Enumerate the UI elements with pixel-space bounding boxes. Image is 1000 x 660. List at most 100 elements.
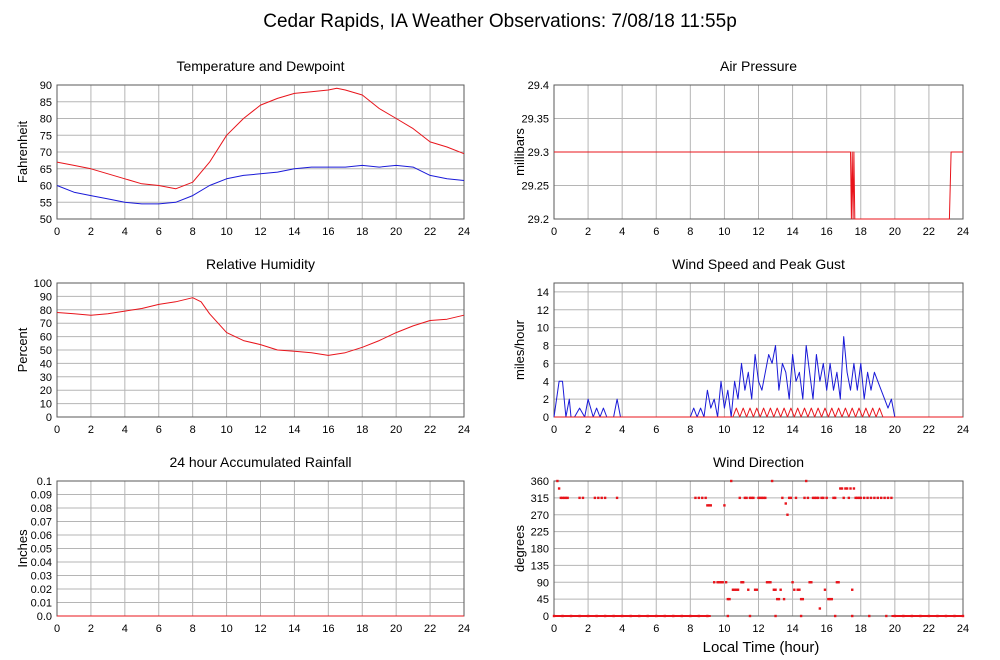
data-point (767, 581, 770, 584)
x-tick-label: 14 (786, 226, 798, 238)
data-point (830, 597, 833, 601)
y-tick-label: 0.05 (31, 544, 52, 556)
x-tick-label: 0 (551, 623, 557, 635)
y-tick-label: 75 (40, 130, 52, 142)
data-point (753, 588, 757, 591)
y-tick-label: 60 (40, 181, 52, 193)
data-point (777, 597, 781, 601)
data-point (823, 588, 827, 591)
data-point (810, 581, 813, 584)
plot-frame (56, 84, 465, 220)
page-title: Cedar Rapids, IA Weather Observations: 7… (263, 11, 737, 32)
plot-frame (553, 480, 964, 617)
data-point (755, 588, 758, 591)
x-tick-label: 0 (54, 623, 60, 635)
y-tick-label: 12 (537, 305, 549, 317)
data-point (615, 496, 619, 500)
data-point (787, 496, 791, 500)
data-point (796, 588, 799, 591)
data-point (869, 496, 873, 500)
data-point (748, 496, 752, 500)
x-tick-label: 18 (855, 623, 867, 635)
y-tick-label: 30 (40, 372, 52, 384)
y-tick-label: 0.02 (31, 584, 52, 596)
data-point (557, 487, 561, 490)
x-tick-label: 22 (424, 424, 436, 436)
y-tick-label: 45 (537, 594, 549, 606)
data-point (799, 614, 803, 618)
y-tick-label: 0.08 (31, 503, 52, 515)
x-tick-label: 16 (322, 623, 334, 635)
y-axis-label: miles/hour (512, 319, 527, 380)
x-tick-label: 2 (88, 623, 94, 635)
data-point (706, 504, 709, 507)
data-point (845, 487, 849, 490)
x-tick-label: 20 (889, 623, 901, 635)
data-point (849, 487, 852, 490)
series-line-blue (56, 164, 465, 205)
x-tick-label: 8 (190, 226, 196, 238)
data-point (842, 496, 845, 500)
x-tick-label: 4 (122, 623, 128, 635)
data-point (745, 496, 748, 500)
y-tick-label: 4 (543, 376, 549, 388)
x-tick-label: 8 (190, 424, 196, 436)
data-point (840, 487, 844, 490)
x-tick-label: 18 (855, 226, 867, 238)
data-point (769, 581, 772, 584)
data-point (736, 588, 740, 591)
x-tick-label: 12 (752, 623, 764, 635)
x-tick-label: 14 (786, 623, 798, 635)
data-point (776, 597, 779, 601)
y-tick-label: 0 (46, 412, 52, 424)
data-point (781, 496, 784, 500)
x-tick-label: 0 (551, 424, 557, 436)
y-tick-label: 10 (40, 399, 52, 411)
data-point (563, 496, 566, 500)
data-point (876, 496, 879, 500)
y-tick-label: 29.4 (528, 80, 549, 92)
data-point (593, 496, 597, 500)
x-tick-label: 4 (122, 226, 128, 238)
x-tick-label: 18 (356, 226, 368, 238)
data-point (856, 496, 859, 500)
data-point (859, 496, 862, 500)
data-point (868, 614, 871, 618)
x-tick-label: 10 (220, 424, 232, 436)
x-tick-label: 2 (585, 623, 591, 635)
data-point (719, 581, 723, 584)
data-point (764, 496, 767, 500)
data-point (833, 614, 837, 618)
y-tick-label: 50 (40, 345, 52, 357)
y-tick-label: 0.04 (31, 557, 52, 569)
y-tick-label: 90 (40, 291, 52, 303)
x-tick-label: 12 (752, 226, 764, 238)
x-tick-label: 22 (923, 424, 935, 436)
y-tick-label: 55 (40, 197, 52, 209)
data-point (833, 496, 837, 500)
x-tick-label: 24 (957, 623, 969, 635)
y-tick-label: 0.01 (31, 598, 52, 610)
x-tick-label: 12 (254, 623, 266, 635)
data-point (818, 607, 822, 610)
x-tick-label: 16 (821, 623, 833, 635)
data-point (815, 496, 818, 500)
x-tick-label: 6 (156, 226, 162, 238)
data-point (844, 487, 847, 490)
y-tick-label: 180 (531, 544, 549, 556)
x-tick-label: 2 (88, 226, 94, 238)
data-point (774, 614, 777, 618)
data-point (847, 496, 851, 500)
y-tick-label: 29.25 (521, 181, 549, 193)
y-tick-label: 0.06 (31, 530, 52, 542)
data-point (750, 496, 753, 500)
data-point (762, 496, 765, 500)
data-point (740, 581, 743, 584)
data-point (561, 496, 564, 500)
x-tick-label: 6 (156, 623, 162, 635)
data-point (747, 588, 750, 591)
data-point (880, 496, 883, 500)
x-tick-label: 8 (687, 226, 693, 238)
